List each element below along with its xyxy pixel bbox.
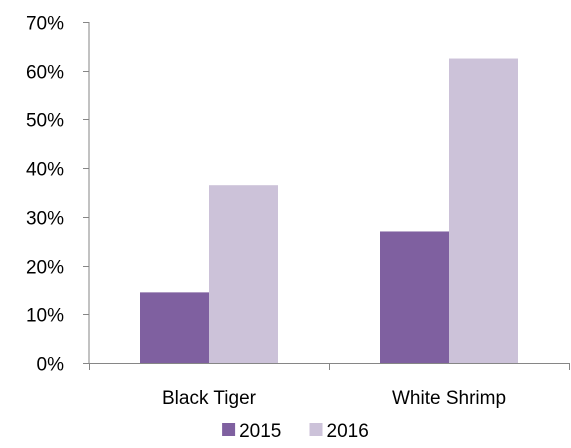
legend-label-2016: 2016 [327,421,369,442]
y-tick-label: 0% [37,355,65,376]
bar-2015-black-tiger [140,292,209,363]
legend-swatch-2015 [222,423,236,436]
y-tick-label: 60% [26,63,64,84]
legend-swatch-2016 [309,423,323,436]
y-tick-label: 50% [26,111,64,132]
x-axis: Black Tiger White Shrimp [83,363,570,409]
y-tick-label: 40% [26,160,64,181]
y-tick-label: 30% [26,209,64,230]
legend-label-2015: 2015 [239,421,281,442]
bar-2015-white-shrimp [380,231,449,363]
bar-2016-white-shrimp [449,58,518,364]
y-tick-label: 20% [26,258,64,279]
y-axis: 0% 10% 20% 30% 40% 50% 60% 70% [26,14,90,376]
bar-2016-black-tiger [209,185,278,363]
y-tick-label: 10% [26,306,64,327]
bars [140,58,518,364]
x-category-label: Black Tiger [162,388,257,409]
x-category-label: White Shrimp [392,388,506,409]
legend: 2015 2016 [222,421,369,442]
y-tick-label: 70% [26,14,64,35]
